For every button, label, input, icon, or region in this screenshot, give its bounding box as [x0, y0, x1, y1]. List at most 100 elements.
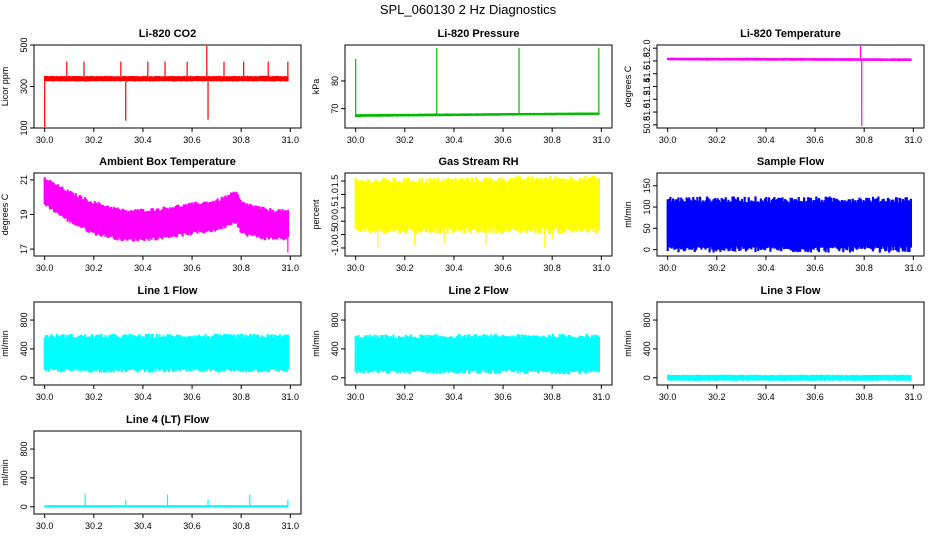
y-tick-label: 51.2: [642, 91, 652, 109]
plot-frame: [33, 44, 302, 129]
x-tick-label: 30.6: [806, 263, 824, 273]
panel-9: Line 3 Flow ml/min 30.0 30.2 30.4 30.6 30.8 31.…: [623, 285, 925, 402]
panel-10: Line 4 (LT) Flow ml/min 30.0 30.2 30.4 30.6 30…: [0, 414, 302, 531]
x-tick-label: 31.0: [282, 263, 300, 273]
plot-frame: [656, 301, 925, 386]
y-axis-label: degrees C: [623, 65, 633, 107]
y-tick-label: -1.0: [330, 240, 340, 256]
panel-6: Sample Flow ml/min 30.0 30.2 30.4 30.6 30.8 31.…: [623, 156, 925, 273]
panel-title: Gas Stream RH: [438, 156, 518, 168]
y-axis-label: degrees C: [0, 193, 10, 235]
x-tick-label: 30.6: [806, 135, 824, 145]
y-axis-label: kPa: [311, 79, 321, 95]
x-tick-label: 31.0: [282, 521, 300, 531]
y-tick-label: 0: [330, 375, 340, 380]
x-tick-label: 30.4: [757, 135, 775, 145]
panel-title: Line 1 Flow: [138, 285, 198, 297]
panel-5: Gas Stream RH percent 30.0 30.2 30.4 30.6 30.8…: [311, 156, 613, 273]
x-tick-label: 30.2: [85, 392, 103, 402]
plot-frame: [33, 301, 302, 386]
x-tick-label: 30.0: [347, 263, 365, 273]
plot-frame: [656, 172, 925, 257]
x-tick-label: 30.8: [543, 392, 561, 402]
x-tick-label: 30.6: [183, 263, 201, 273]
y-tick-label: 150: [642, 178, 652, 193]
panel-7: Line 1 Flow ml/min 30.0 30.2 30.4 30.6 30.8 31.…: [0, 285, 302, 402]
y-tick-label: 400: [642, 341, 652, 356]
x-tick-label: 30.8: [855, 263, 873, 273]
x-tick-label: 30.2: [85, 521, 103, 531]
y-tick-label: 100: [19, 120, 29, 135]
x-tick-label: 30.4: [445, 135, 463, 145]
y-axis-label: ml/min: [623, 330, 633, 357]
y-tick-label: 300: [19, 79, 29, 94]
plot-frame: [344, 44, 613, 129]
x-tick-label: 30.6: [183, 521, 201, 531]
y-axis-label: percent: [311, 199, 321, 230]
data-band: [354, 175, 600, 234]
page-title: SPL_060130 2 Hz Diagnostics: [379, 2, 557, 17]
x-tick-label: 31.0: [593, 392, 611, 402]
x-tick-label: 30.8: [232, 263, 250, 273]
y-tick-label: 0.0: [330, 215, 340, 228]
x-tick-label: 30.4: [134, 392, 152, 402]
x-tick-label: 30.4: [445, 263, 463, 273]
panel-title: Li-820 CO2: [139, 28, 196, 40]
y-tick-label: 21: [19, 175, 29, 185]
x-tick-label: 30.0: [659, 263, 677, 273]
y-tick-label: 50: [642, 223, 652, 233]
x-tick-label: 30.4: [134, 135, 152, 145]
y-tick-label: -0.5: [330, 227, 340, 243]
x-tick-label: 31.0: [282, 392, 300, 402]
x-tick-label: 30.8: [232, 135, 250, 145]
x-tick-label: 30.4: [445, 392, 463, 402]
panel-1: Li-820 CO2 Licor ppm 30.0 30.2 30.4 30.6 30.8 3…: [0, 28, 302, 145]
data-line: [667, 57, 911, 61]
x-tick-label: 30.0: [659, 135, 677, 145]
y-tick-label: 800: [19, 313, 29, 328]
x-tick-label: 30.6: [806, 392, 824, 402]
x-tick-label: 31.0: [905, 392, 923, 402]
y-axis-label: ml/min: [0, 459, 10, 486]
x-tick-label: 30.0: [36, 521, 54, 531]
x-tick-label: 30.8: [543, 263, 561, 273]
y-tick-label: 17: [19, 244, 29, 254]
panel-title: Ambient Box Temperature: [99, 156, 236, 168]
panel-title: Line 3 Flow: [761, 285, 821, 297]
y-axis-label: ml/min: [0, 330, 10, 357]
panel-title: Line 4 (LT) Flow: [126, 414, 209, 426]
panel-title: Line 2 Flow: [449, 285, 509, 297]
x-tick-label: 30.8: [232, 521, 250, 531]
x-tick-label: 30.8: [855, 135, 873, 145]
x-tick-label: 31.0: [593, 263, 611, 273]
plot-frame: [344, 172, 613, 257]
y-tick-label: 0: [642, 375, 652, 380]
y-tick-label: 1.0: [330, 188, 340, 201]
y-tick-label: 52.0: [642, 39, 652, 57]
y-tick-label: 800: [19, 442, 29, 457]
x-tick-label: 30.6: [494, 135, 512, 145]
y-tick-label: 51.0: [642, 103, 652, 121]
x-tick-label: 30.8: [232, 392, 250, 402]
y-tick-label: 80: [330, 76, 340, 86]
data-band: [354, 333, 600, 375]
plot-frame: [344, 301, 613, 386]
x-tick-label: 30.6: [494, 263, 512, 273]
y-tick-label: 50.8: [642, 116, 652, 134]
x-tick-label: 30.8: [543, 135, 561, 145]
y-axis-label: ml/min: [311, 330, 321, 357]
y-axis-label: Licor ppm: [0, 67, 10, 107]
x-tick-label: 30.2: [708, 263, 726, 273]
x-tick-label: 30.4: [134, 521, 152, 531]
x-tick-label: 30.6: [183, 392, 201, 402]
x-tick-label: 30.2: [396, 263, 414, 273]
x-tick-label: 30.0: [36, 263, 54, 273]
x-tick-label: 30.2: [708, 392, 726, 402]
y-tick-label: 51.4: [642, 78, 652, 96]
y-tick-label: 0: [19, 504, 29, 509]
x-tick-label: 30.4: [757, 392, 775, 402]
x-tick-label: 30.4: [134, 263, 152, 273]
y-tick-label: 70: [330, 104, 340, 114]
y-tick-label: 500: [19, 37, 29, 52]
